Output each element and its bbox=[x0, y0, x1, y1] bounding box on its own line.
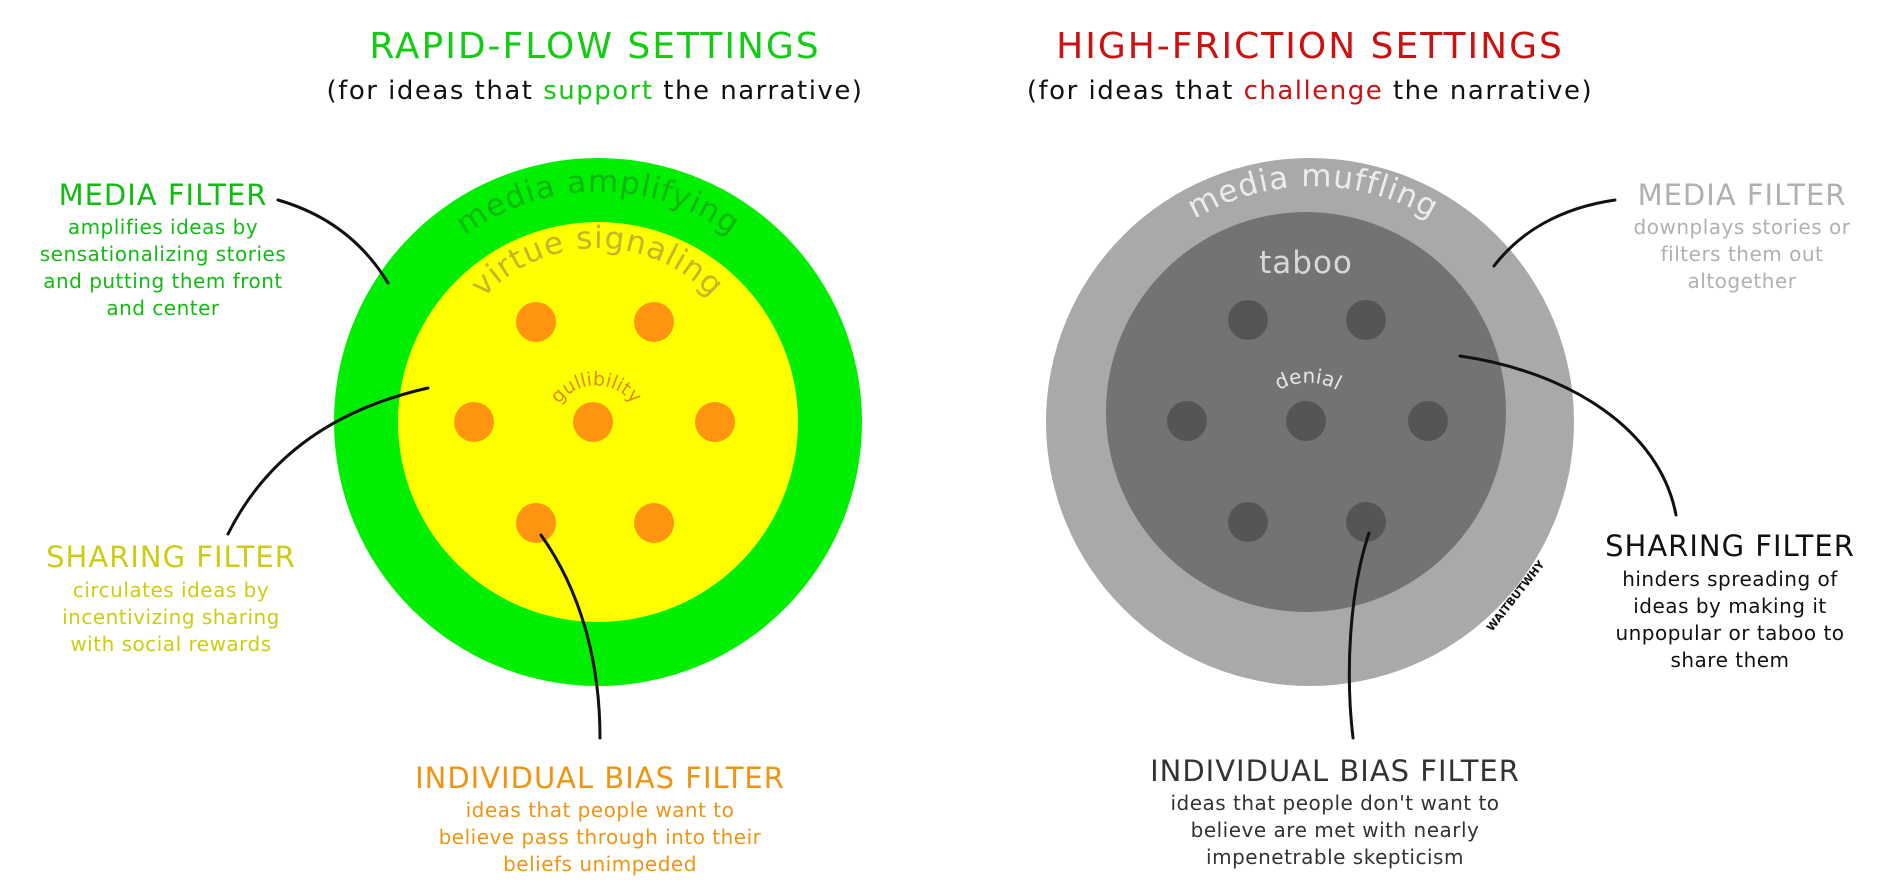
right-subtitle-pre: (for ideas that bbox=[1027, 76, 1244, 106]
left-bias-filter-line: believe pass through into their bbox=[439, 825, 762, 849]
right-subtitle: (for ideas that challenge the narrative) bbox=[1027, 76, 1593, 106]
right-sharing-filter-line: ideas by making it bbox=[1633, 594, 1826, 618]
left-sharing-filter-heading: SHARING FILTER bbox=[46, 540, 296, 574]
media-filter-pointer bbox=[1492, 198, 1617, 268]
idea-dot bbox=[695, 402, 735, 442]
idea-dot bbox=[1228, 502, 1268, 542]
right-media-filter-line: altogether bbox=[1688, 269, 1797, 293]
left-media-filter-line: and putting them front bbox=[43, 269, 283, 293]
sharing-filter-pointer bbox=[1458, 354, 1678, 517]
left-subtitle-keyword: support bbox=[543, 76, 653, 106]
left-sharing-filter-line: incentivizing sharing bbox=[62, 605, 280, 629]
left-media-filter-line: amplifies ideas by bbox=[68, 215, 258, 239]
idea-dot bbox=[634, 503, 674, 543]
bias-filter-pointer bbox=[539, 533, 602, 740]
media-filter-pointer bbox=[276, 198, 390, 285]
left-bias-filter-heading: INDIVIDUAL BIAS FILTER bbox=[415, 761, 785, 795]
right-bias-filter-heading: INDIVIDUAL BIAS FILTER bbox=[1150, 754, 1520, 788]
right-sharing-filter-line: hinders spreading of bbox=[1622, 567, 1838, 591]
left-media-filter-line: sensationalizing stories bbox=[40, 242, 287, 266]
right-pointer-lines bbox=[1347, 198, 1678, 740]
left-sharing-filter-annotation: SHARING FILTER circulates ideas by incen… bbox=[46, 540, 296, 656]
right-sharing-filter-annotation: SHARING FILTER hinders spreading of idea… bbox=[1605, 529, 1855, 672]
bias-filter-pointer bbox=[1347, 531, 1371, 740]
left-sharing-filter-line: with social rewards bbox=[70, 632, 271, 656]
right-sharing-filter-line: unpopular or taboo to bbox=[1615, 621, 1844, 645]
left-media-filter-line: and center bbox=[106, 296, 220, 320]
left-bias-filter-line: beliefs unimpeded bbox=[503, 852, 697, 876]
left-idea-dots bbox=[454, 302, 735, 543]
left-subtitle-pre: (for ideas that bbox=[327, 76, 544, 106]
left-subtitle-post: the narrative) bbox=[654, 76, 864, 106]
right-bias-filter-line: believe are met with nearly bbox=[1191, 818, 1480, 842]
idea-dot bbox=[1346, 300, 1386, 340]
right-media-filter-line: filters them out bbox=[1661, 242, 1824, 266]
taboo-label: taboo bbox=[1259, 245, 1353, 281]
idea-dot bbox=[516, 302, 556, 342]
right-subtitle-post: the narrative) bbox=[1383, 76, 1593, 106]
idea-dot bbox=[1408, 401, 1448, 441]
right-media-filter-annotation: MEDIA FILTER downplays stories or filter… bbox=[1634, 178, 1851, 293]
idea-dot bbox=[1228, 300, 1268, 340]
idea-dot bbox=[1346, 502, 1386, 542]
idea-dot bbox=[454, 402, 494, 442]
right-sharing-filter-line: share them bbox=[1670, 648, 1789, 672]
left-pointer-lines bbox=[226, 198, 602, 740]
right-bias-filter-line: impenetrable skepticism bbox=[1206, 845, 1464, 869]
left-bias-filter-annotation: INDIVIDUAL BIAS FILTER ideas that people… bbox=[415, 761, 785, 876]
right-title: HIGH-FRICTION SETTINGS bbox=[1056, 26, 1564, 67]
sharing-filter-pointer bbox=[226, 386, 430, 536]
idea-dot bbox=[516, 503, 556, 543]
right-bias-filter-line: ideas that people don't want to bbox=[1170, 791, 1499, 815]
left-title: RAPID-FLOW SETTINGS bbox=[369, 26, 820, 67]
left-sharing-filter-line: circulates ideas by bbox=[73, 578, 269, 602]
right-subtitle-keyword: challenge bbox=[1244, 76, 1384, 106]
idea-dot bbox=[1286, 401, 1326, 441]
right-media-filter-heading: MEDIA FILTER bbox=[1638, 178, 1847, 212]
right-sharing-filter-heading: SHARING FILTER bbox=[1605, 529, 1855, 563]
idea-dot bbox=[634, 302, 674, 342]
idea-dot bbox=[573, 402, 613, 442]
right-bias-filter-annotation: INDIVIDUAL BIAS FILTER ideas that people… bbox=[1150, 754, 1520, 869]
left-bias-filter-line: ideas that people want to bbox=[466, 798, 735, 822]
right-idea-dots bbox=[1167, 300, 1448, 542]
right-media-filter-line: downplays stories or bbox=[1634, 215, 1851, 239]
left-subtitle: (for ideas that support the narrative) bbox=[327, 76, 864, 106]
left-media-filter-annotation: MEDIA FILTER amplifies ideas by sensatio… bbox=[40, 178, 287, 320]
left-media-filter-heading: MEDIA FILTER bbox=[59, 178, 268, 212]
idea-dot bbox=[1167, 401, 1207, 441]
